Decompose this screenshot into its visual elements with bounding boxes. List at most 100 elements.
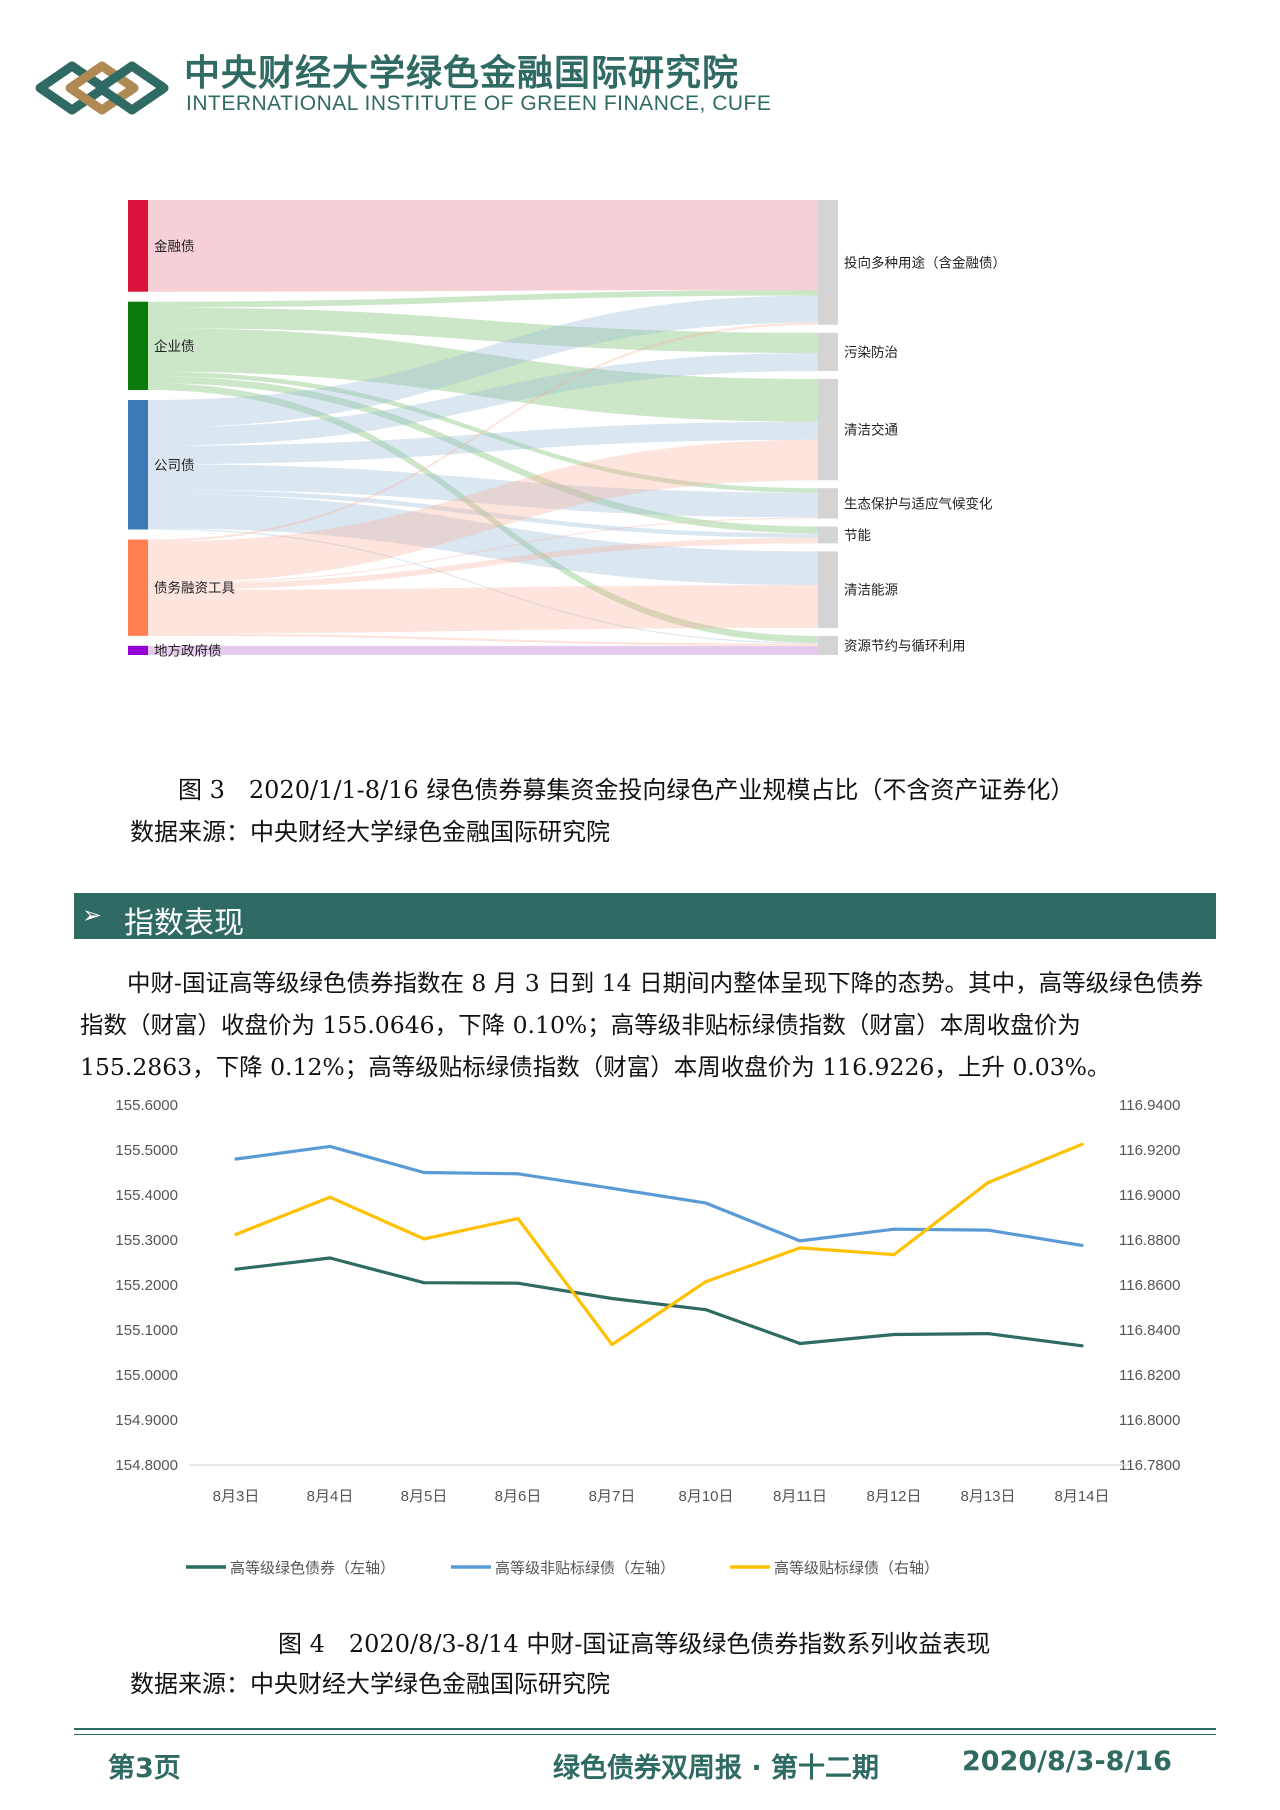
sankey-link (148, 307, 818, 354)
section-title: 指数表现 (124, 906, 244, 941)
sankey-link (148, 528, 818, 644)
series-point (610, 1296, 614, 1301)
sankey-target-node (818, 635, 838, 655)
series-point (1080, 1142, 1084, 1146)
publication-title: 绿色债券双周报 · 第十二期 (553, 1753, 880, 1784)
legend-label: 高等级贴标绿债（右轴） (774, 1559, 939, 1577)
series-point (798, 1341, 802, 1346)
series-point (234, 1232, 238, 1236)
sankey-source-node (128, 399, 148, 530)
series-point (892, 1253, 896, 1257)
sankey-link (148, 585, 818, 634)
x-tick-label: 8月3日 (213, 1488, 260, 1505)
y-right-tick-label: 116.7800 (1119, 1457, 1180, 1474)
figure3-source: 数据来源：中央财经大学绿色金融国际研究院 (130, 818, 610, 846)
sankey-target-node (818, 379, 838, 481)
y-left-tick-label: 154.9000 (115, 1412, 178, 1429)
sankey-link (148, 421, 818, 465)
series-point (892, 1227, 896, 1231)
sankey-source-label: 企业债 (154, 338, 195, 355)
sankey-link (148, 376, 818, 534)
sankey-link (148, 645, 818, 655)
sankey-link (148, 383, 818, 643)
legend-label: 高等级绿色债券（左轴） (230, 1559, 395, 1577)
series-point (516, 1217, 520, 1221)
figure4-caption: 图 4 2020/8/3-8/14 中财-国证高等级绿色债券指数系列收益表现 (278, 1630, 991, 1658)
index-paragraph: 中财-国证高等级绿色债券指数在 8 月 3 日到 14 日期间内整体呈现下降的态… (80, 962, 1216, 1088)
series-point (1080, 1243, 1084, 1247)
series-point (516, 1281, 520, 1285)
y-left-tick-label: 155.5000 (115, 1142, 178, 1159)
institute-logo (35, 61, 169, 115)
y-left-tick-label: 155.3000 (115, 1232, 178, 1249)
sankey-target-label: 资源节约与循环利用 (844, 638, 966, 654)
footer-rule-thin (74, 1734, 1216, 1735)
sankey-link (148, 328, 818, 422)
x-tick-label: 8月14日 (1054, 1488, 1109, 1505)
sankey-target-node (818, 551, 838, 628)
sankey-source-label: 金融债 (154, 239, 195, 255)
sankey-source-node (128, 645, 148, 655)
series-line (235, 1142, 1083, 1347)
y-right-tick-label: 116.9400 (1119, 1097, 1180, 1114)
series-point (704, 1280, 708, 1284)
sankey-source-label: 债务融资工具 (154, 581, 235, 597)
legend-label: 高等级非贴标绿债（左轴） (495, 1559, 675, 1577)
org-name-cn: 中央财经大学绿色金融国际研究院 (184, 53, 740, 94)
sankey-target-node (818, 332, 838, 372)
line-chart: 155.6000 155.5000 155.4000 155.3000 155.2000… (115, 1097, 1180, 1577)
y-left-tick-label: 155.4000 (115, 1187, 178, 1204)
y-right-tick-label: 116.8000 (1119, 1412, 1180, 1429)
series-point (328, 1144, 332, 1148)
series-point (234, 1157, 238, 1161)
series-line (235, 1144, 1083, 1247)
x-tick-label: 8月11日 (773, 1488, 827, 1505)
sankey-link (148, 517, 818, 585)
x-tick-label: 8月5日 (401, 1488, 448, 1505)
x-tick-label: 8月10日 (678, 1488, 733, 1505)
figure4-source: 数据来源：中央财经大学绿色金融国际研究院 (130, 1670, 610, 1698)
sankey-nodes (128, 200, 838, 655)
section-header: ➢ 指数表现 (74, 893, 1216, 941)
sankey-link (148, 200, 818, 292)
series-point (986, 1228, 990, 1232)
series-point (516, 1172, 520, 1176)
series-point (422, 1281, 426, 1285)
y-right-tick-label: 116.9200 (1119, 1142, 1180, 1159)
sankey-target-node (818, 488, 838, 519)
sankey-target-node (818, 200, 838, 325)
sankey-link (148, 353, 818, 446)
series-point (798, 1239, 802, 1243)
sankey-link (148, 371, 818, 493)
publication-date: 2020/8/3-8/16 (962, 1746, 1172, 1777)
sankey-source-label: 地方政府债 (154, 643, 222, 659)
sankey-target-label: 清洁能源 (844, 583, 898, 599)
y-right-tick-label: 116.8200 (1119, 1367, 1180, 1384)
paragraph-text: 中财-国证高等级绿色债券指数在 8 月 3 日到 14 日期间内整体呈现下降的态… (80, 969, 1204, 1081)
series-point (986, 1332, 990, 1336)
sankey-target-label: 节能 (844, 528, 871, 544)
x-tick-label: 8月4日 (307, 1488, 354, 1505)
sankey-links (148, 200, 818, 655)
sankey-link (148, 633, 818, 647)
sankey-link (148, 439, 818, 584)
y-right-tick-label: 116.8400 (1119, 1322, 1180, 1339)
figure3-caption: 图 3 2020/1/1-8/16 绿色债券募集资金投向绿色产业规模占比（不含资… (178, 776, 1075, 804)
x-tick-label: 8月13日 (960, 1488, 1015, 1505)
y-left-tick-label: 154.8000 (115, 1457, 178, 1474)
sankey-link (148, 295, 818, 428)
y-left-tick-label: 155.1000 (115, 1322, 178, 1339)
series-point (1080, 1344, 1084, 1348)
sankey-link (148, 489, 818, 538)
arrow-bullet-icon: ➢ (82, 901, 103, 929)
y-right-tick-label: 116.9000 (1119, 1187, 1180, 1204)
sankey-link (148, 464, 818, 518)
series-line (235, 1256, 1083, 1348)
y-left-tick-label: 155.6000 (115, 1097, 178, 1114)
series-point (422, 1237, 426, 1241)
x-tick-label: 8月7日 (589, 1488, 636, 1505)
sankey-target-node (818, 526, 838, 544)
series-point (328, 1195, 332, 1199)
